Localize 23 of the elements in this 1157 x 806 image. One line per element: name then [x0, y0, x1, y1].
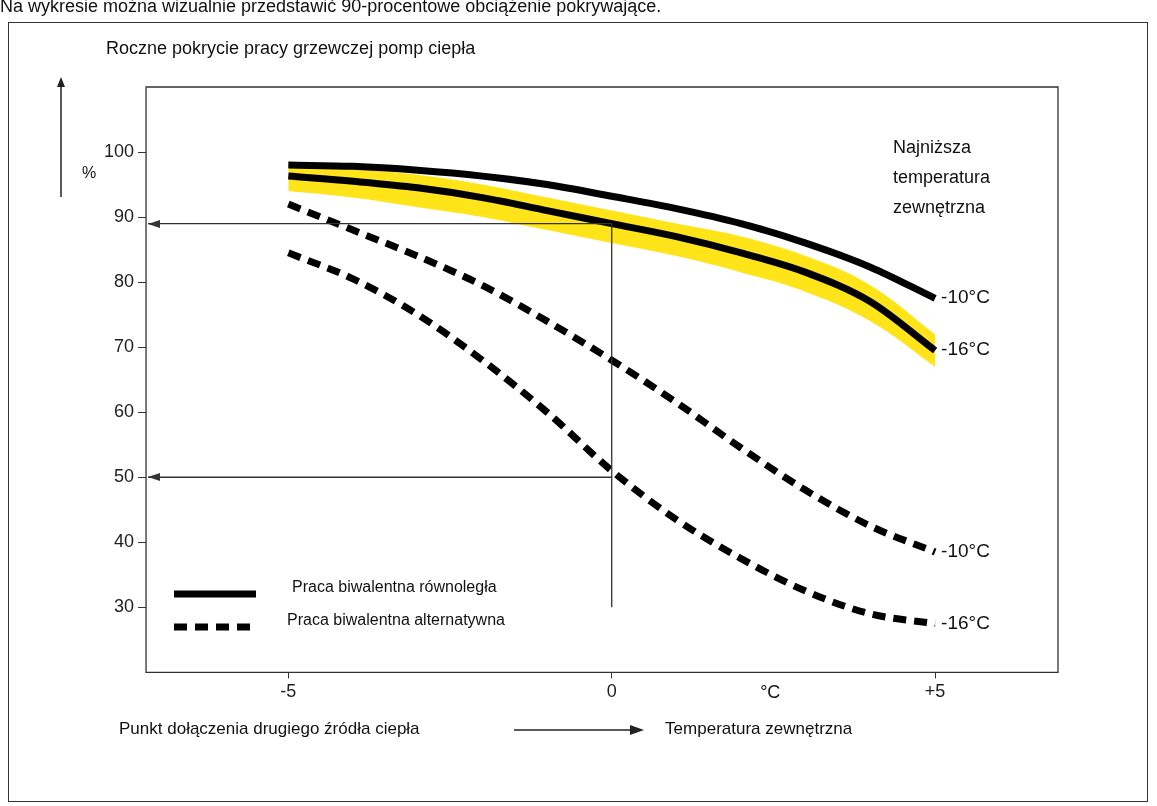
text: Punkt dołączenia drugiego źródła ciepła — [119, 719, 420, 740]
y-axis-title: % — [82, 164, 97, 183]
x-tick-label: 0 — [606, 681, 617, 702]
series-label: -10°C — [941, 540, 990, 563]
annotation: Praca biwalentna równoległa — [292, 578, 497, 597]
y-tick-label: 30 — [114, 596, 135, 617]
x-tick-label: +5 — [924, 681, 946, 702]
x-axis-title: Temperatura zewnętrzna — [665, 719, 853, 740]
y-tick-label: 40 — [114, 531, 135, 552]
annotation: Praca biwalentna alternatywna — [287, 611, 505, 630]
series-label: -16°C — [941, 338, 990, 361]
y-tick-label: 70 — [114, 336, 135, 357]
text: °C — [760, 682, 781, 704]
y-tick-label: 90 — [114, 206, 135, 227]
y-tick-label: 100 — [103, 141, 135, 162]
chart-title: Roczne pokrycie pracy grzewczej pomp ciepła — [106, 38, 476, 59]
y-tick-label: 80 — [114, 271, 135, 292]
series-label: -10°C — [941, 286, 990, 309]
y-tick-label: 50 — [114, 466, 135, 487]
series-label: -16°C — [941, 611, 990, 634]
y-tick-label: 60 — [114, 401, 135, 422]
legend-title: Najniższa temperatura zewnętrzna — [893, 136, 992, 219]
x-tick-label: -5 — [280, 681, 297, 702]
